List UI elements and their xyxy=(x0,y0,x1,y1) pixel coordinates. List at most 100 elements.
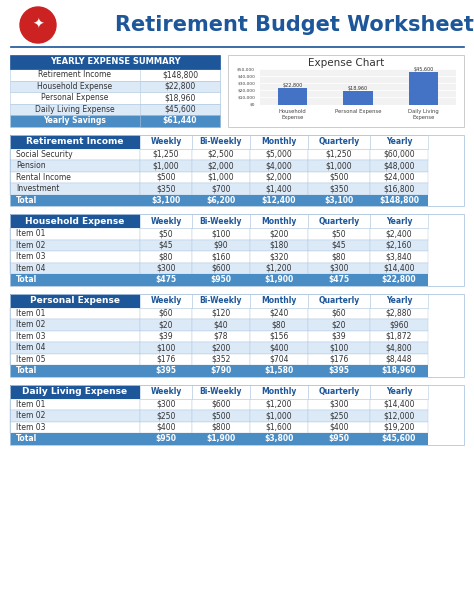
Text: Item 01: Item 01 xyxy=(16,309,46,318)
Text: $790: $790 xyxy=(210,366,232,375)
Bar xyxy=(10,134,140,148)
Text: $156: $156 xyxy=(269,332,289,341)
Text: $45,600: $45,600 xyxy=(382,434,416,443)
Bar xyxy=(140,172,192,183)
Text: Rental Income: Rental Income xyxy=(16,173,71,181)
Bar xyxy=(10,422,140,433)
Text: Yearly Savings: Yearly Savings xyxy=(44,116,107,125)
Bar xyxy=(192,294,250,308)
Text: $950: $950 xyxy=(210,275,231,284)
Bar xyxy=(140,342,192,354)
Bar xyxy=(10,384,140,398)
Bar xyxy=(250,308,308,319)
Bar xyxy=(10,148,140,160)
Bar xyxy=(370,172,428,183)
Text: $700: $700 xyxy=(211,185,231,193)
Bar xyxy=(250,228,308,240)
Text: $100: $100 xyxy=(329,343,349,352)
Bar xyxy=(140,319,192,330)
Text: $3,800: $3,800 xyxy=(264,434,294,443)
Text: Total: Total xyxy=(16,275,37,284)
Bar xyxy=(308,134,370,148)
Bar xyxy=(140,274,192,286)
Text: $12,400: $12,400 xyxy=(262,196,296,205)
Bar xyxy=(370,240,428,251)
Bar xyxy=(140,160,192,172)
Text: Daily Living Expense: Daily Living Expense xyxy=(35,105,115,114)
Bar xyxy=(10,398,140,410)
Bar xyxy=(140,410,192,422)
Bar xyxy=(192,319,250,330)
Text: Weekly: Weekly xyxy=(150,137,182,146)
Bar xyxy=(10,274,140,286)
Bar xyxy=(250,342,308,354)
Bar xyxy=(192,308,250,319)
Bar xyxy=(250,251,308,262)
Text: Bi-Weekly: Bi-Weekly xyxy=(200,296,242,305)
Bar xyxy=(140,251,192,262)
Text: $14,400: $14,400 xyxy=(383,400,415,409)
Text: $80: $80 xyxy=(159,253,173,261)
Bar xyxy=(308,319,370,330)
Text: $78: $78 xyxy=(214,332,228,341)
Text: $2,500: $2,500 xyxy=(208,150,234,159)
Text: $148,800: $148,800 xyxy=(162,70,198,79)
Text: $300: $300 xyxy=(156,400,176,409)
Text: $18,960: $18,960 xyxy=(164,93,196,102)
Text: Item 02: Item 02 xyxy=(16,241,46,249)
Text: Yearly: Yearly xyxy=(386,296,412,305)
Text: Total: Total xyxy=(16,434,37,443)
Bar xyxy=(10,433,140,444)
Text: Retirement Income: Retirement Income xyxy=(38,70,111,79)
Bar xyxy=(140,262,192,274)
Bar xyxy=(140,80,220,92)
Text: YEARLY EXPENSE SUMMARY: YEARLY EXPENSE SUMMARY xyxy=(50,58,180,66)
Text: $500: $500 xyxy=(156,173,176,181)
Bar xyxy=(10,214,140,228)
Bar xyxy=(250,354,308,365)
Text: $160: $160 xyxy=(211,253,231,261)
Text: $3,840: $3,840 xyxy=(386,253,412,261)
Text: $12,000: $12,000 xyxy=(383,411,415,421)
Text: $475: $475 xyxy=(155,275,176,284)
Text: $50: $50 xyxy=(159,229,173,238)
Bar xyxy=(308,354,370,365)
Text: $14,400: $14,400 xyxy=(383,264,415,273)
Text: $60: $60 xyxy=(159,309,173,318)
Bar xyxy=(308,148,370,160)
Bar xyxy=(343,91,373,104)
Bar xyxy=(192,194,250,206)
Text: $4,800: $4,800 xyxy=(386,343,412,352)
Bar xyxy=(10,194,140,206)
Text: $90: $90 xyxy=(214,241,228,249)
Bar xyxy=(370,410,428,422)
Bar xyxy=(140,115,220,126)
Bar xyxy=(250,148,308,160)
Text: $24,000: $24,000 xyxy=(383,173,415,181)
Bar xyxy=(308,398,370,410)
Bar xyxy=(370,228,428,240)
Bar xyxy=(250,240,308,251)
Text: $120: $120 xyxy=(211,309,231,318)
Text: Bi-Weekly: Bi-Weekly xyxy=(200,216,242,226)
Bar xyxy=(308,384,370,398)
Bar xyxy=(370,330,428,342)
Bar xyxy=(308,274,370,286)
Text: $176: $176 xyxy=(329,355,349,364)
Bar xyxy=(308,183,370,194)
Bar xyxy=(192,330,250,342)
Text: $1,900: $1,900 xyxy=(206,434,236,443)
Bar xyxy=(192,228,250,240)
Bar xyxy=(250,384,308,398)
Bar xyxy=(192,410,250,422)
Text: $704: $704 xyxy=(269,355,289,364)
Bar xyxy=(10,410,140,422)
Text: $1,580: $1,580 xyxy=(264,366,293,375)
Text: $80: $80 xyxy=(272,320,286,329)
Text: ✦: ✦ xyxy=(32,18,44,32)
Bar xyxy=(192,214,250,228)
Bar xyxy=(10,160,140,172)
Bar xyxy=(10,45,464,47)
Bar xyxy=(370,433,428,444)
Text: $6,200: $6,200 xyxy=(206,196,236,205)
